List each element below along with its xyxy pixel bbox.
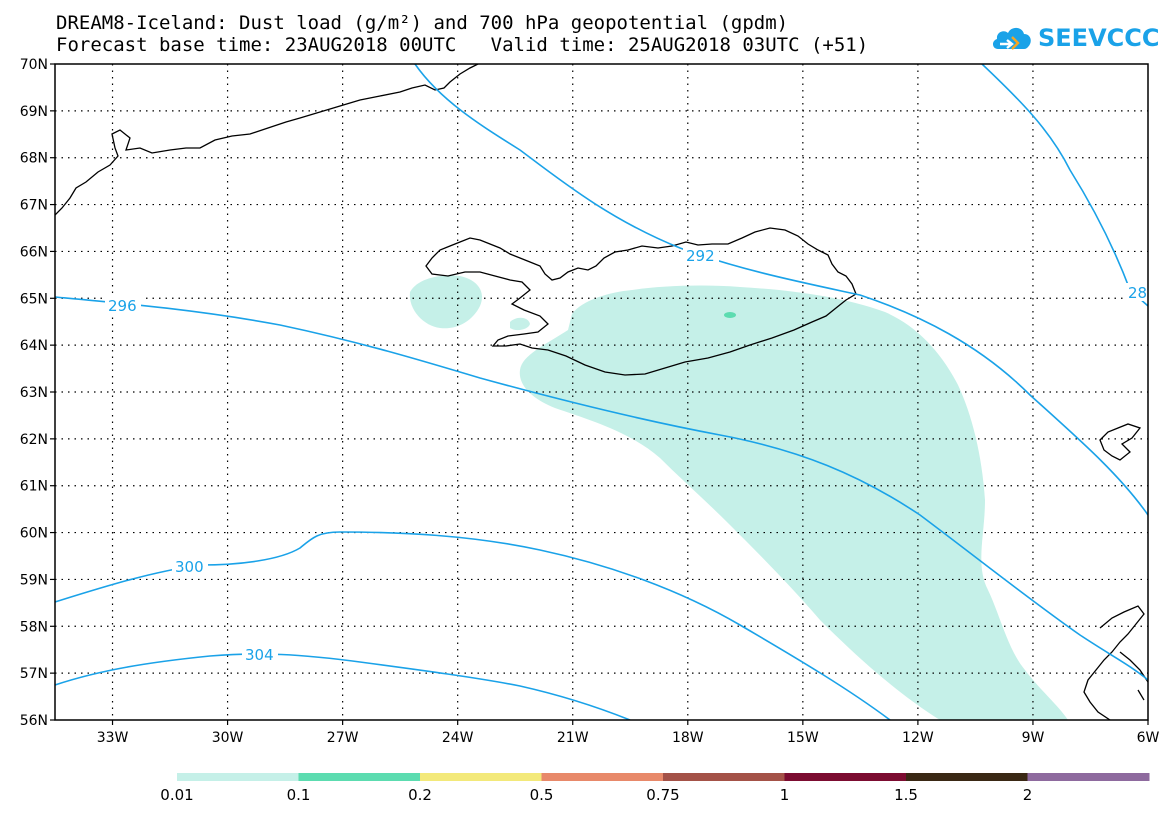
- colorbar-segment: [1027, 773, 1150, 781]
- colorbar-segment: [906, 773, 1028, 781]
- lat-tick-label: 58N: [20, 619, 48, 635]
- colorbar-segment: [298, 773, 421, 781]
- contour-label-296: 296: [108, 297, 137, 315]
- lon-tick-label: 33W: [97, 730, 129, 746]
- dust-load-field: [409, 275, 1068, 720]
- lat-tick-label: 66N: [20, 244, 48, 260]
- lon-tick-label: 21W: [557, 730, 589, 746]
- iceland-coast: [425, 227, 857, 376]
- colorbar-segment: [663, 773, 785, 781]
- lat-tick-label: 60N: [20, 526, 48, 542]
- colorbar-segment: [541, 773, 664, 781]
- colorbar-label: 1.5: [894, 786, 918, 804]
- scotland-coast: [1083, 605, 1148, 720]
- lat-tick-label: 56N: [20, 713, 48, 729]
- forecast-time-line: Forecast base time: 23AUG2018 00UTC Vali…: [56, 34, 869, 56]
- dust-region-east: [519, 285, 1068, 720]
- colorbar-label: 0.2: [408, 786, 432, 804]
- contour-label-300: 300: [175, 558, 204, 576]
- colorbar-label: 2: [1023, 786, 1033, 804]
- lat-tick-label: 59N: [20, 572, 48, 588]
- faroe-coast: [1099, 423, 1142, 461]
- lon-tick-label: 18W: [672, 730, 704, 746]
- colorbar-segment: [177, 773, 299, 781]
- cloud-icon: [992, 27, 1031, 50]
- colorbar-label: 0.1: [287, 786, 311, 804]
- greenland-coast: [55, 64, 479, 216]
- contour-296: [55, 296, 1148, 681]
- lon-tick-label: 12W: [902, 730, 934, 746]
- lat-tick-label: 62N: [20, 432, 48, 448]
- seevccc-logo: SEEVCCC: [990, 21, 1160, 55]
- colorbar-label: 1: [780, 786, 790, 804]
- colorbar-segment: [420, 773, 542, 781]
- contour-label-28: 28: [1128, 284, 1147, 302]
- dust-region-west: [409, 275, 482, 329]
- colorbar-label: 0.01: [160, 786, 193, 804]
- contour-292: [414, 64, 1148, 516]
- lat-tick-label: 57N: [20, 666, 48, 682]
- contour-28x: [981, 64, 1148, 307]
- colorbar-segment: [784, 773, 907, 781]
- dust-region-small: [510, 317, 530, 331]
- lon-tick-label: 24W: [442, 730, 474, 746]
- logo-text: SEEVCCC: [1038, 24, 1160, 52]
- colorbar-label: 0.5: [530, 786, 554, 804]
- contour-label-292: 292: [686, 247, 715, 265]
- lon-tick-label: 9W: [1022, 730, 1045, 746]
- colorbar-label: 0.75: [646, 786, 679, 804]
- lat-tick-label: 69N: [20, 104, 48, 120]
- dust-patch-mid: [724, 312, 736, 318]
- graticule: [55, 64, 1148, 720]
- lon-tick-label: 6W: [1137, 730, 1160, 746]
- lat-tick-label: 64N: [20, 338, 48, 354]
- lat-tick-label: 65N: [20, 291, 48, 307]
- axis-labels: 33W 30W 27W 24W 21W 18W 15W 12W 9W 6W 70N 69N 68N 67N…: [20, 57, 1160, 746]
- contour-labels: 292 296 300 304 28: [105, 246, 1148, 664]
- lat-tick-label: 63N: [20, 385, 48, 401]
- lon-tick-label: 30W: [212, 730, 244, 746]
- contour-304: [55, 653, 631, 720]
- map-title: DREAM8-Iceland: Dust load (g/m²) and 700…: [56, 12, 789, 34]
- lat-tick-label: 68N: [20, 151, 48, 167]
- lat-tick-label: 70N: [20, 57, 48, 73]
- colorbar: 0.01 0.1 0.2 0.5 0.75 1 1.5 2: [160, 773, 1150, 804]
- lat-tick-label: 67N: [20, 198, 48, 214]
- lon-tick-label: 27W: [327, 730, 359, 746]
- contour-label-304: 304: [245, 646, 274, 664]
- lat-tick-label: 61N: [20, 479, 48, 495]
- lon-tick-label: 15W: [787, 730, 819, 746]
